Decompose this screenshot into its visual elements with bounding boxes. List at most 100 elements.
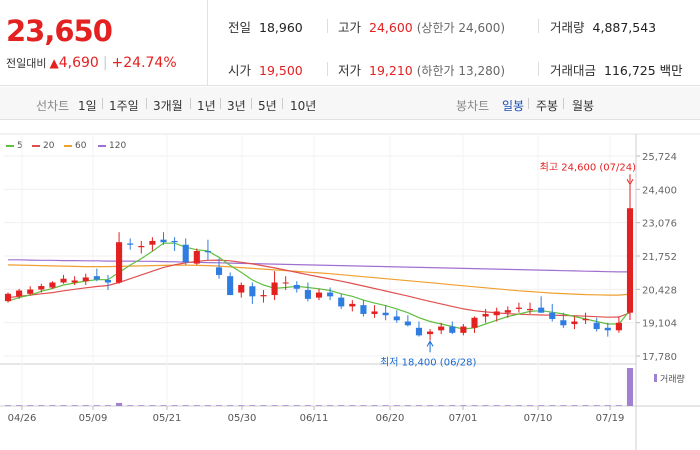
y-tick-label: 24,400 [642, 185, 677, 196]
volume-bar [438, 405, 445, 406]
divider [220, 98, 221, 109]
candle-body [260, 295, 267, 297]
x-tick-label: 05/21 [153, 413, 182, 424]
candle-body [160, 239, 167, 243]
candle-body [204, 251, 211, 253]
stat-sub: (상한가 24,600) [416, 21, 506, 35]
legend-label: 60 [75, 141, 87, 151]
volume-bar [16, 405, 23, 406]
volume-bar [582, 405, 589, 406]
high-arrow-head [626, 179, 634, 186]
volume-bar [82, 405, 89, 406]
stat-amount: 거래대금 116,725 백만 [550, 60, 683, 79]
divider [327, 62, 328, 76]
candle-body [582, 318, 589, 321]
volume-bar [271, 405, 278, 406]
up-triangle-icon: ▲ [49, 56, 59, 70]
candle-daily[interactable]: 일봉 [502, 99, 525, 113]
period-1d[interactable]: 1일 [78, 99, 97, 113]
x-tick-label: 07/10 [524, 413, 553, 424]
ma20-line [7, 259, 631, 318]
period-3y[interactable]: 3년 [227, 99, 246, 113]
candle-body [415, 327, 423, 336]
candle-body [438, 326, 445, 331]
candle-body [82, 277, 89, 282]
period-3m[interactable]: 3개월 [153, 99, 183, 113]
divider [102, 98, 103, 109]
candle-body [615, 322, 622, 331]
x-tick-label: 07/01 [449, 413, 478, 424]
candle-body [293, 285, 300, 289]
volume-bar [60, 405, 67, 406]
candle-body [193, 251, 200, 264]
volume-legend-swatch [654, 374, 657, 382]
candle-monthly[interactable]: 월봉 [572, 99, 595, 113]
stat-prev-close: 전일 18,960 [228, 17, 303, 36]
volume-bar [315, 405, 323, 406]
period-1w[interactable]: 1주일 [109, 99, 139, 113]
volume-bar [193, 405, 200, 406]
x-tick-label: 06/20 [376, 413, 405, 424]
stat-label: 거래대금 [550, 63, 597, 78]
volume-bar [404, 405, 411, 406]
stat-high: 고가 24,600 (상한가 24,600) [338, 17, 505, 36]
volume-bar [460, 405, 467, 406]
volume-bar [149, 405, 156, 406]
line-chart-label: 선차트 [36, 99, 70, 113]
stat-sub: (하한가 13,280) [416, 64, 506, 78]
low-arrow-head [426, 340, 434, 347]
legend-label: 5 [17, 141, 23, 151]
y-tick-label: 23,076 [642, 219, 677, 230]
legend-ma5: 5 [6, 141, 23, 151]
candle-body [127, 243, 134, 245]
volume-bar [293, 405, 300, 406]
candle-body [549, 312, 556, 319]
volume-bar [260, 405, 267, 406]
candle-body [560, 320, 567, 326]
candle-body [49, 282, 56, 288]
volume-bar [27, 405, 34, 406]
candle-body [315, 292, 323, 298]
candle-body [626, 208, 634, 313]
volume-bar [471, 405, 478, 406]
low-annotation: 최저 18,400 (06/28) [380, 356, 476, 368]
volume-bar [626, 368, 634, 406]
stat-volume: 거래량 4,887,543 [550, 17, 656, 36]
ma60-line [7, 264, 631, 296]
stat-value: 19,500 [259, 63, 303, 78]
candle-body [149, 240, 156, 245]
price-change: 전일대비 ▲4,690 | +24.74% [6, 55, 177, 71]
volume-bar [282, 405, 289, 406]
volume-bar [427, 405, 434, 406]
candle-body [16, 290, 23, 297]
change-divider: | [102, 55, 108, 71]
candle-body [27, 289, 34, 294]
candle-body [304, 290, 311, 299]
divider [146, 98, 147, 109]
volume-bar [382, 405, 389, 406]
volume-bar [238, 405, 245, 406]
candle-body [227, 276, 234, 296]
volume-bar [49, 405, 56, 406]
stat-value: 116,725 백만 [604, 63, 683, 78]
candle-body [604, 327, 611, 331]
candle-body [104, 279, 112, 283]
period-5y[interactable]: 5년 [258, 99, 277, 113]
candlestick-chart[interactable]: 25,724 24,400 23,076 21,752 20,428 19,104 17,7… [0, 120, 700, 450]
y-tick-label: 19,104 [642, 319, 677, 330]
volume-bar [593, 405, 600, 406]
volume-bar [371, 405, 378, 406]
y-tick-label: 20,428 [642, 285, 677, 296]
period-10y[interactable]: 10년 [290, 99, 317, 113]
candle-weekly[interactable]: 주봉 [536, 99, 559, 113]
candle-body [382, 312, 389, 316]
legend-label: 120 [109, 141, 127, 151]
candle-body [116, 242, 123, 283]
volume-bar [604, 405, 611, 406]
volume-bar [116, 402, 123, 406]
candle-body [427, 331, 434, 335]
divider [251, 98, 252, 109]
volume-bar [482, 405, 489, 406]
period-1y[interactable]: 1년 [197, 99, 216, 113]
candle-body [593, 322, 600, 330]
